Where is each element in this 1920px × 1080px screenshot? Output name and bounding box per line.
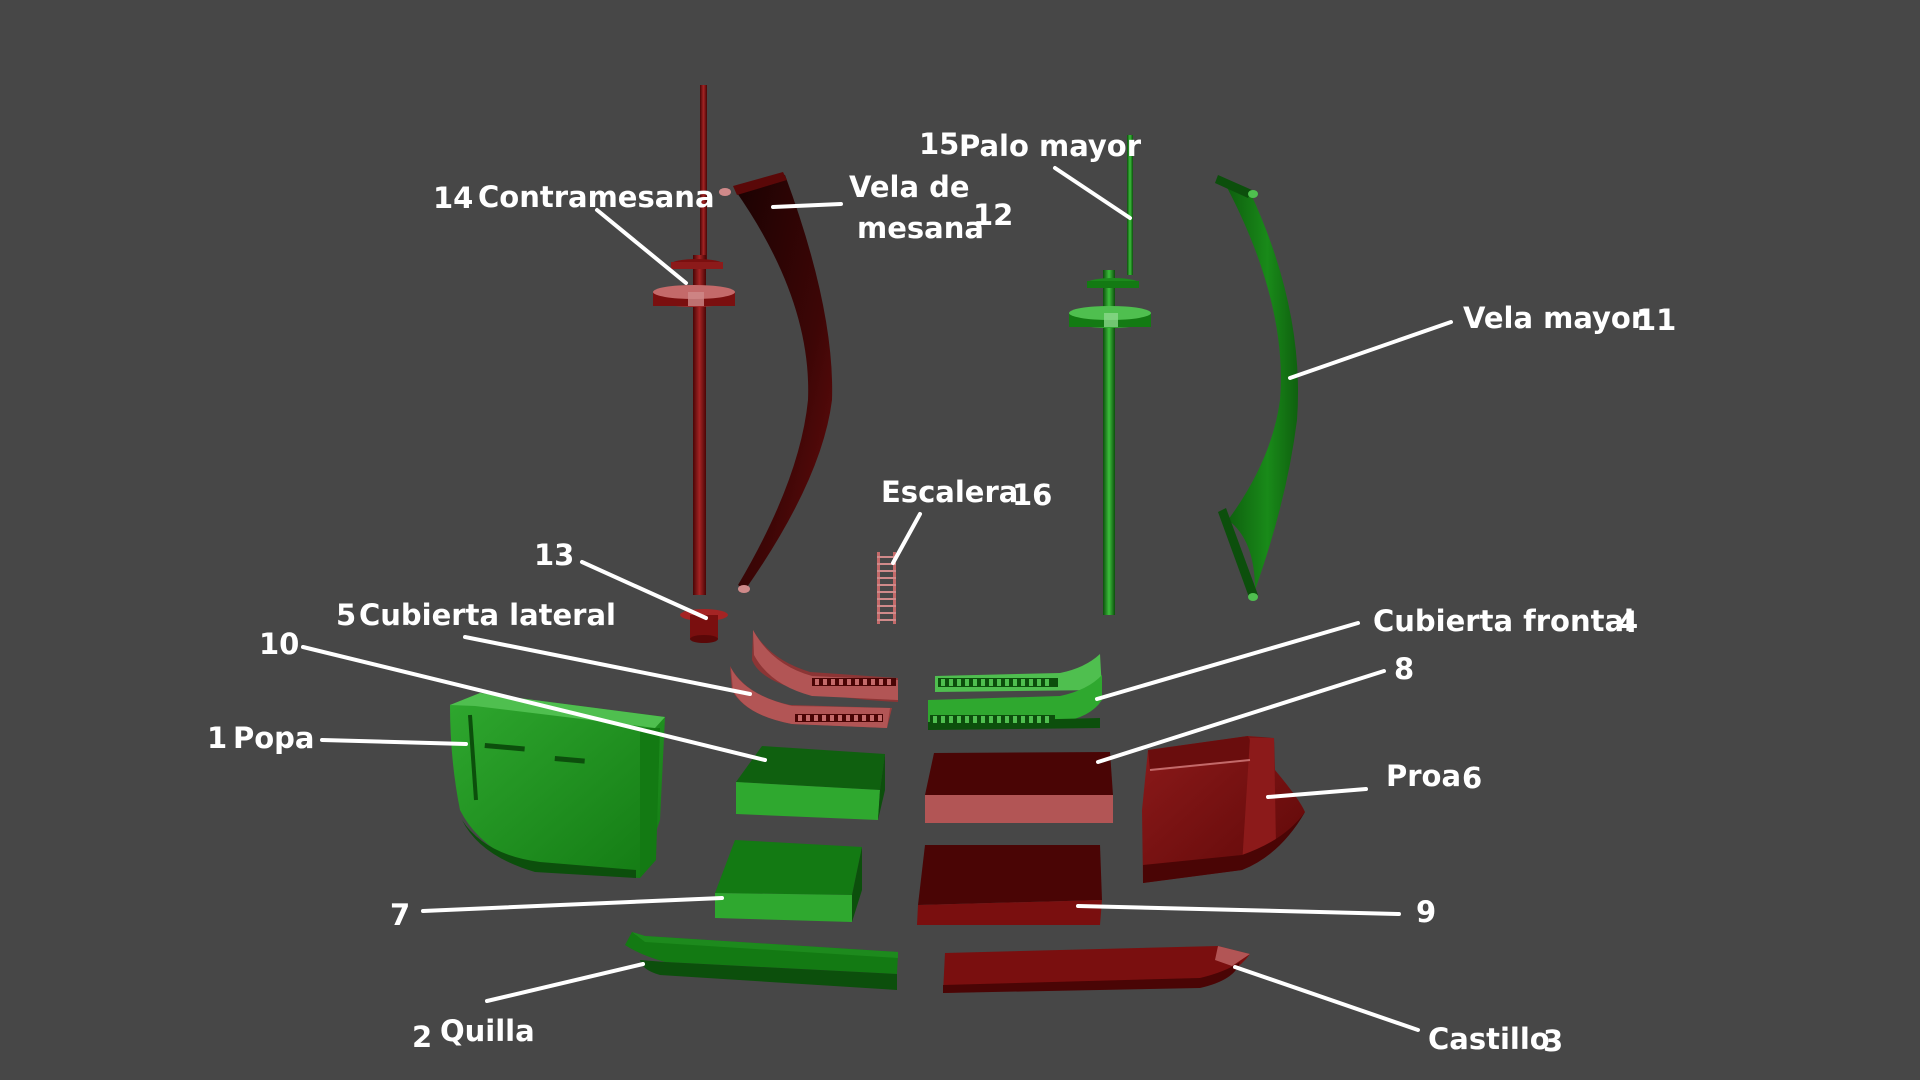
contramesana-mast xyxy=(653,85,735,595)
label-quilla-name: Quilla xyxy=(440,1014,535,1048)
label-popa-num: 1 xyxy=(207,721,227,755)
label-proa-num: 6 xyxy=(1462,761,1482,795)
leader-quilla xyxy=(485,962,645,1003)
leader-cubierta-lateral xyxy=(463,635,752,696)
leader-cubierta-frontal xyxy=(1095,621,1360,701)
vela-de-mesana-sail xyxy=(719,172,833,593)
label-castillo-num: 3 xyxy=(1543,1024,1563,1058)
label-vela-de-mesana-num: 12 xyxy=(973,198,1013,232)
item-13-base-ring xyxy=(680,609,728,643)
item-9-block xyxy=(917,845,1102,925)
label-7: 7 xyxy=(390,898,410,932)
leader-palo-mayor xyxy=(1053,166,1132,220)
label-9: 9 xyxy=(1416,895,1436,929)
castillo-forecastle xyxy=(943,946,1250,993)
label-popa: 1 Popa xyxy=(207,721,315,755)
leader-9 xyxy=(1076,904,1401,916)
label-vela-de-mesana-line1: Vela de xyxy=(849,170,970,204)
leader-13 xyxy=(580,560,708,620)
label-10: 10 xyxy=(259,627,299,661)
leader-contramesana xyxy=(595,208,688,285)
label-vela-de-mesana-line2: mesana xyxy=(857,211,984,245)
label-proa-name: Proa xyxy=(1386,759,1461,793)
label-8: 8 xyxy=(1394,652,1414,686)
label-cubierta-lateral: 5 Cubierta lateral xyxy=(336,598,616,632)
leader-proa xyxy=(1266,787,1368,799)
label-proa: Proa 6 xyxy=(1386,759,1482,795)
label-castillo-name: Castillo xyxy=(1428,1022,1550,1056)
palo-mayor-mast xyxy=(1069,135,1151,615)
label-contramesana-num: 14 xyxy=(433,181,473,215)
label-vela-mayor-name: Vela mayor xyxy=(1463,301,1646,335)
label-cubierta-frontal: Cubierta frontal 4 xyxy=(1373,604,1638,639)
item-10-block xyxy=(736,746,885,820)
escalera-ladder xyxy=(877,552,896,624)
label-cubierta-lateral-name: Cubierta lateral xyxy=(359,598,616,632)
label-vela-de-mesana: Vela de mesana 12 xyxy=(849,170,1013,245)
label-vela-mayor: Vela mayor 11 xyxy=(1463,301,1676,337)
label-popa-name: Popa xyxy=(233,721,315,755)
label-13: 13 xyxy=(534,538,574,572)
label-escalera-num: 16 xyxy=(1012,478,1052,512)
leader-vela-de-mesana xyxy=(771,202,843,209)
label-escalera: Escalera 16 xyxy=(881,475,1052,512)
item-8-block xyxy=(925,752,1113,823)
label-quilla: 2 Quilla xyxy=(412,1014,535,1054)
quilla-keel xyxy=(625,932,898,990)
cubierta-frontal-deck xyxy=(928,654,1102,730)
label-quilla-num: 2 xyxy=(412,1020,432,1054)
label-palo-mayor-num: 15 xyxy=(919,127,959,161)
leader-10 xyxy=(301,645,767,762)
label-contramesana-name: Contramesana xyxy=(478,180,715,214)
label-castillo: Castillo 3 xyxy=(1428,1022,1563,1058)
proa-bow xyxy=(1142,736,1305,883)
label-palo-mayor: 15 Palo mayor xyxy=(919,127,1142,163)
label-cubierta-lateral-num: 5 xyxy=(336,598,356,632)
leader-7 xyxy=(421,896,724,913)
label-palo-mayor-name: Palo mayor xyxy=(959,129,1142,163)
item-7-block xyxy=(715,840,862,922)
leader-escalera xyxy=(891,512,922,565)
label-cubierta-frontal-num: 4 xyxy=(1618,605,1638,639)
leader-vela-mayor xyxy=(1288,320,1453,380)
cubierta-lateral-deck xyxy=(730,630,898,728)
leader-8 xyxy=(1096,669,1386,764)
label-cubierta-frontal-name: Cubierta frontal xyxy=(1373,604,1634,638)
leader-castillo xyxy=(1233,965,1420,1032)
leader-popa xyxy=(320,738,468,746)
label-vela-mayor-num: 11 xyxy=(1636,303,1676,337)
vela-mayor-sail xyxy=(1215,175,1299,601)
label-contramesana: 14 Contramesana xyxy=(433,180,715,215)
label-escalera-name: Escalera xyxy=(881,475,1018,509)
popa-stern xyxy=(450,693,665,878)
